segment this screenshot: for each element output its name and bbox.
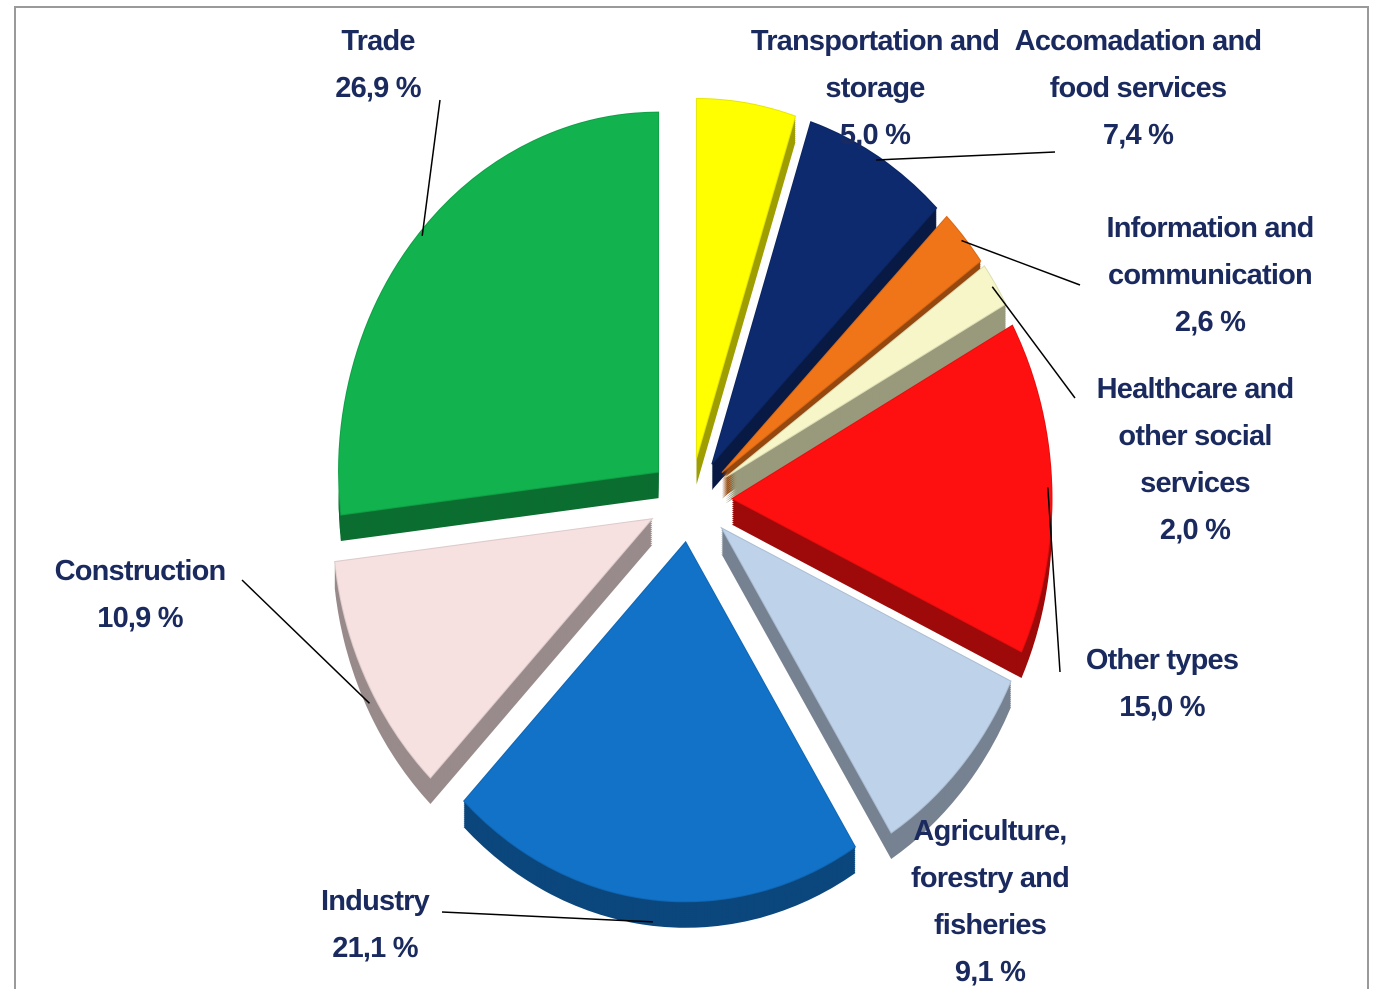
value-label: 26,9 % bbox=[335, 72, 421, 104]
value-label: 10,9 % bbox=[97, 602, 183, 634]
leader-line bbox=[421, 99, 441, 236]
leader-line bbox=[241, 579, 371, 704]
category-label: Transportation and storage bbox=[750, 25, 1000, 104]
leader-line bbox=[441, 911, 653, 923]
category-label: Information and communication bbox=[1106, 212, 1314, 291]
leader-line bbox=[961, 239, 1081, 286]
slice-label: Construction 10,9 % bbox=[10, 548, 270, 642]
category-label: Industry bbox=[321, 885, 430, 917]
value-label: 9,1 % bbox=[954, 956, 1026, 988]
value-label: 2,6 % bbox=[1174, 306, 1246, 338]
slice-label: Other types 15,0 % bbox=[1032, 637, 1292, 731]
category-label: Agriculture, forestry and fisheries bbox=[911, 815, 1070, 941]
value-label: 7,4 % bbox=[1102, 119, 1174, 151]
leader-line bbox=[876, 151, 1056, 161]
leader-line bbox=[991, 286, 1076, 399]
slice bbox=[720, 526, 1012, 834]
category-label: Trade bbox=[341, 25, 415, 57]
slice bbox=[338, 111, 660, 516]
category-label: Accomadation and food services bbox=[1014, 25, 1262, 104]
slice bbox=[711, 121, 938, 465]
value-label: 2,0 % bbox=[1159, 514, 1231, 546]
slice-label: Healthcare and other social services 2,0 … bbox=[1065, 366, 1325, 554]
slice bbox=[730, 324, 1053, 653]
slice bbox=[334, 518, 654, 779]
frame bbox=[14, 6, 1369, 989]
category-label: Other types bbox=[1085, 644, 1239, 676]
value-label: 5,0 % bbox=[839, 119, 911, 151]
value-label: 21,1 % bbox=[332, 932, 418, 964]
slice-label: Information and communication 2,6 % bbox=[1080, 205, 1340, 346]
leader-line bbox=[1047, 487, 1061, 673]
slice bbox=[696, 98, 797, 459]
slice-label: Industry 21,1 % bbox=[245, 878, 505, 972]
value-label: 15,0 % bbox=[1119, 691, 1205, 723]
slice-label: Transportation and storage 5,0 % bbox=[745, 18, 1005, 159]
slice bbox=[721, 215, 982, 474]
slice-label: Agriculture, forestry and fisheries 9,1 % bbox=[860, 808, 1120, 989]
slice-label: Accomadation and food services 7,4 % bbox=[1008, 18, 1268, 159]
slice bbox=[463, 540, 857, 903]
category-label: Construction bbox=[54, 555, 227, 587]
slice-label: Trade 26,9 % bbox=[248, 18, 508, 112]
category-label: Healthcare and other social services bbox=[1096, 373, 1295, 499]
